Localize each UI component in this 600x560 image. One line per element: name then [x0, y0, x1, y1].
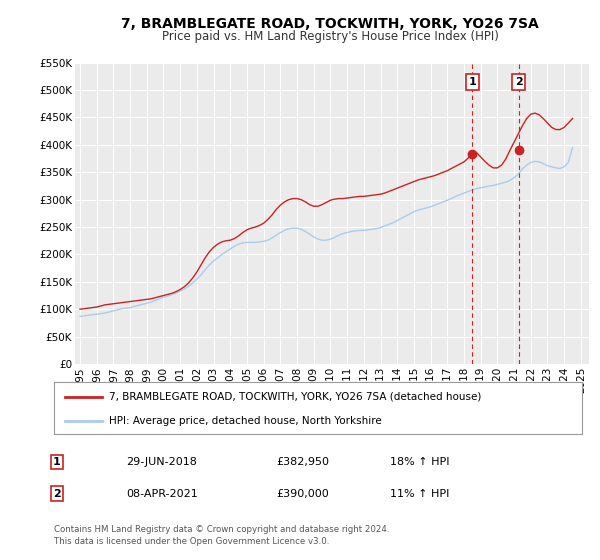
- Text: £390,000: £390,000: [276, 489, 329, 499]
- Text: 11% ↑ HPI: 11% ↑ HPI: [390, 489, 449, 499]
- Text: 7, BRAMBLEGATE ROAD, TOCKWITH, YORK, YO26 7SA (detached house): 7, BRAMBLEGATE ROAD, TOCKWITH, YORK, YO2…: [109, 392, 482, 402]
- Text: Price paid vs. HM Land Registry's House Price Index (HPI): Price paid vs. HM Land Registry's House …: [161, 30, 499, 44]
- Text: 18% ↑ HPI: 18% ↑ HPI: [390, 457, 449, 467]
- Text: 1: 1: [469, 77, 476, 87]
- Text: 08-APR-2021: 08-APR-2021: [126, 489, 198, 499]
- Text: £382,950: £382,950: [276, 457, 329, 467]
- Text: Contains HM Land Registry data © Crown copyright and database right 2024.
This d: Contains HM Land Registry data © Crown c…: [54, 525, 389, 546]
- Text: 2: 2: [515, 77, 523, 87]
- Text: 1: 1: [53, 457, 61, 467]
- Text: 2: 2: [53, 489, 61, 499]
- Text: 29-JUN-2018: 29-JUN-2018: [126, 457, 197, 467]
- Text: HPI: Average price, detached house, North Yorkshire: HPI: Average price, detached house, Nort…: [109, 416, 382, 426]
- Text: 7, BRAMBLEGATE ROAD, TOCKWITH, YORK, YO26 7SA: 7, BRAMBLEGATE ROAD, TOCKWITH, YORK, YO2…: [121, 16, 539, 30]
